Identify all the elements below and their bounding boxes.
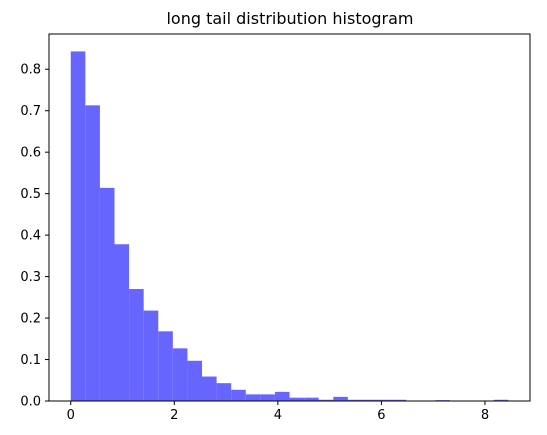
histogram-bar	[158, 331, 173, 401]
histogram-bar	[231, 389, 246, 401]
histogram-bar	[85, 105, 100, 402]
histogram-bar	[143, 310, 159, 401]
bars-group	[70, 51, 509, 402]
histogram-bar	[318, 399, 334, 401]
histogram-bar	[129, 289, 144, 401]
y-tick-label: 0.7	[20, 104, 41, 119]
histogram-bar	[391, 399, 407, 401]
histogram-bar	[362, 399, 378, 401]
x-tick-label: 6	[377, 408, 385, 423]
histogram-bar	[245, 394, 261, 401]
x-tick-label: 4	[274, 408, 282, 423]
histogram-bar	[114, 244, 130, 401]
histogram-bar	[274, 391, 290, 401]
x-tick-label: 2	[170, 408, 178, 423]
histogram-bar	[493, 399, 509, 401]
histogram-bar	[347, 399, 363, 401]
axes-frame	[48, 33, 531, 402]
x-tick-label: 0	[67, 408, 75, 423]
histogram-bar	[304, 397, 319, 401]
x-tick-label: 8	[481, 408, 489, 423]
histogram-bar	[99, 187, 115, 401]
y-tick-label: 0.8	[20, 63, 41, 78]
histogram-bar	[377, 399, 392, 401]
x-axis-ticks: 0 2 4 6 8	[67, 401, 489, 423]
y-tick-label: 0.5	[20, 187, 41, 202]
y-tick-label: 0.4	[20, 229, 41, 244]
y-tick-label: 0.1	[20, 353, 41, 368]
histogram-bar	[187, 360, 203, 401]
histogram-bar	[289, 397, 305, 401]
histogram-bar	[202, 376, 217, 401]
histogram-bar	[172, 348, 188, 401]
y-tick-label: 0.6	[20, 146, 41, 161]
histogram-bar	[260, 394, 275, 401]
y-axis-ticks: 0.0 0.1 0.2 0.3 0.4 0.5 0.6 0.7 0.8	[20, 63, 49, 410]
histogram-bar	[333, 396, 348, 401]
y-tick-label: 0.0	[20, 395, 41, 410]
histogram-bar	[70, 51, 86, 401]
chart-title: long tail distribution histogram	[166, 9, 413, 28]
y-tick-label: 0.3	[20, 270, 41, 285]
histogram-bar	[216, 383, 232, 401]
y-tick-label: 0.2	[20, 312, 41, 327]
